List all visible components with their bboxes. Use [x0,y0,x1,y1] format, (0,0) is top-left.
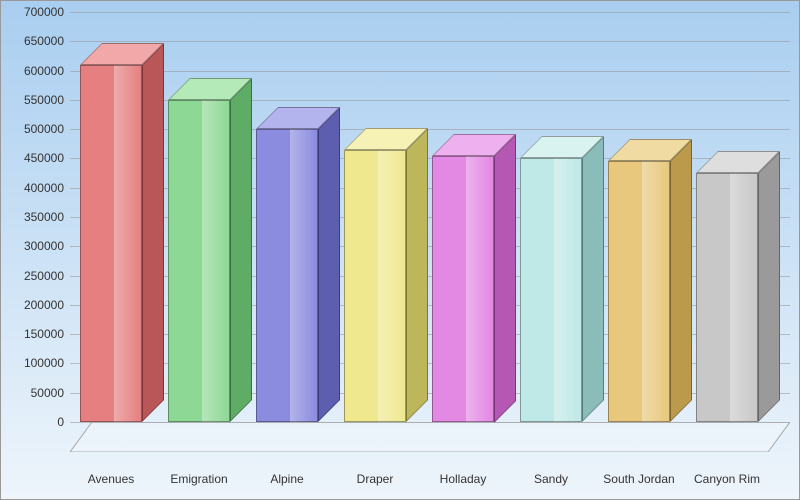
bar-front [256,129,318,422]
bar-side [670,139,692,422]
bar [80,65,142,422]
bar [168,100,230,422]
grid-line [70,71,790,72]
grid-line [70,41,790,42]
bar-side [230,78,252,422]
x-axis-tick-label: Sandy [534,472,568,486]
grid-line [70,12,790,13]
y-axis-tick-label: 650000 [4,34,64,48]
bar [256,129,318,422]
x-axis-tick-label: Holladay [440,472,487,486]
plot-area [70,12,790,452]
y-axis-tick-label: 300000 [4,239,64,253]
bar-side [142,43,164,422]
y-axis-tick-label: 600000 [4,64,64,78]
bar-side [494,134,516,423]
y-axis-tick-label: 550000 [4,93,64,107]
y-axis-tick-label: 250000 [4,269,64,283]
x-axis-tick-label: Avenues [88,472,134,486]
bar-side [758,151,780,422]
chart-floor [70,422,790,452]
x-axis-tick-label: Canyon Rim [694,472,760,486]
y-axis-tick-label: 100000 [4,356,64,370]
y-axis-tick-label: 0 [4,415,64,429]
bar-front [432,156,494,423]
bar-front [344,150,406,422]
x-axis-tick-label: South Jordan [603,472,674,486]
bar [696,173,758,422]
bar-front [168,100,230,422]
bar-front [696,173,758,422]
y-axis-tick-label: 350000 [4,210,64,224]
y-axis-tick-label: 150000 [4,327,64,341]
bar-side [406,128,428,422]
y-axis-tick-label: 50000 [4,386,64,400]
y-axis-tick-label: 450000 [4,151,64,165]
y-axis-tick-label: 700000 [4,5,64,19]
bar [344,150,406,422]
grid-line [70,422,790,423]
bar [520,158,582,422]
bar-front [80,65,142,422]
bar-chart: 0 50000 100000 150000 200000 250000 300000 3500… [0,0,800,500]
bar-side [582,136,604,422]
y-axis-tick-label: 400000 [4,181,64,195]
y-axis-tick-label: 500000 [4,122,64,136]
x-axis-tick-label: Alpine [270,472,303,486]
bar [432,156,494,423]
bar-side [318,107,340,422]
bar-front [608,161,670,422]
x-axis-tick-label: Emigration [170,472,227,486]
y-axis-tick-label: 200000 [4,298,64,312]
bar-front [520,158,582,422]
x-axis-tick-label: Draper [357,472,394,486]
bar [608,161,670,422]
